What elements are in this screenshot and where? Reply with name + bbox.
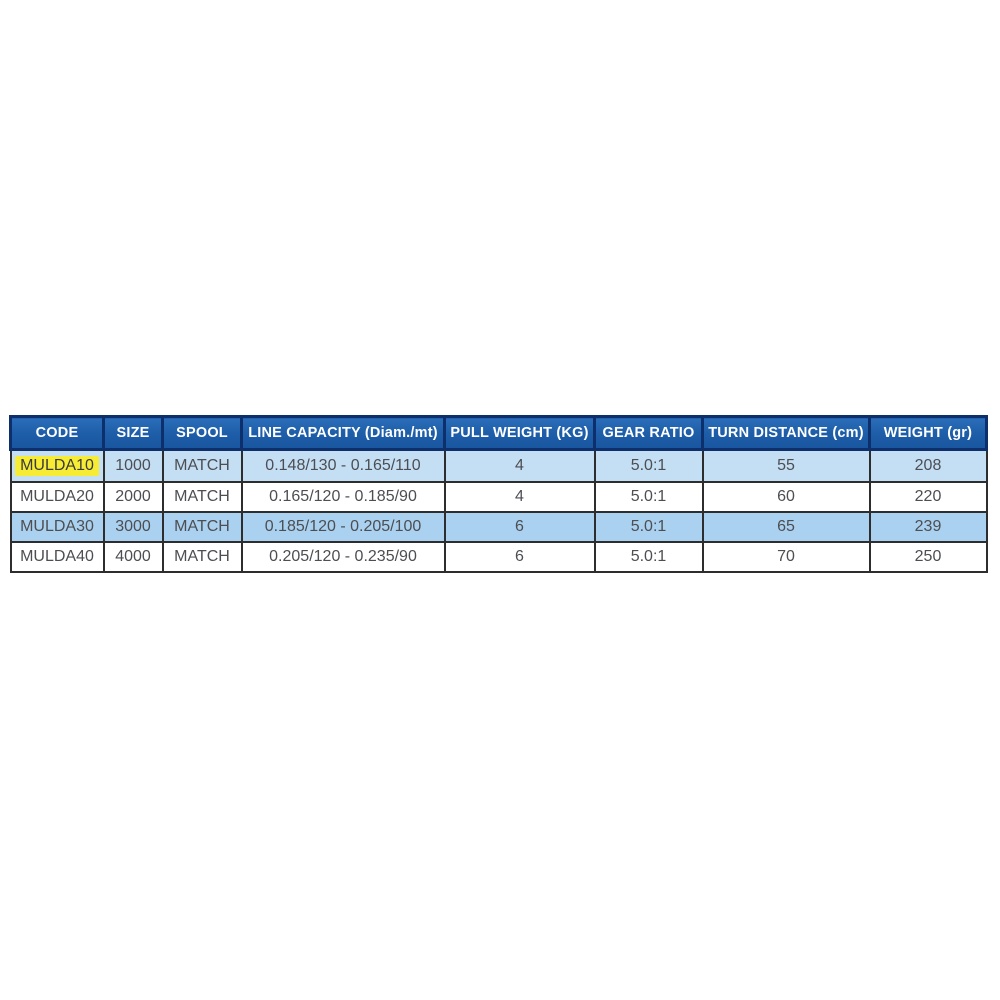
product-specs-table-container: CODE SIZE SPOOL LINE CAPACITY (Diam./mt)… bbox=[9, 415, 988, 573]
column-header-turn-distance: TURN DISTANCE (cm) bbox=[701, 415, 871, 451]
cell-spool: MATCH bbox=[161, 481, 243, 513]
cell-size: 1000 bbox=[102, 448, 164, 483]
cell-weight: 220 bbox=[868, 481, 988, 513]
cell-line-capacity: 0.148/130 - 0.165/110 bbox=[240, 448, 446, 483]
cell-turn-distance: 65 bbox=[701, 511, 871, 543]
cell-line-capacity: 0.185/120 - 0.205/100 bbox=[240, 511, 446, 543]
cell-code: MULDA10 bbox=[9, 448, 105, 483]
table-row: MULDA10 1000 MATCH 0.148/130 - 0.165/110… bbox=[9, 448, 988, 483]
cell-pull-weight: 4 bbox=[443, 481, 596, 513]
cell-line-capacity: 0.205/120 - 0.235/90 bbox=[240, 541, 446, 573]
cell-size: 4000 bbox=[102, 541, 164, 573]
column-header-line-capacity: LINE CAPACITY (Diam./mt) bbox=[240, 415, 446, 451]
cell-spool: MATCH bbox=[161, 511, 243, 543]
table-row: MULDA30 3000 MATCH 0.185/120 - 0.205/100… bbox=[9, 511, 988, 543]
table-row: MULDA20 2000 MATCH 0.165/120 - 0.185/90 … bbox=[9, 481, 988, 513]
header-row: CODE SIZE SPOOL LINE CAPACITY (Diam./mt)… bbox=[9, 415, 988, 451]
cell-turn-distance: 55 bbox=[701, 448, 871, 483]
cell-gear-ratio: 5.0:1 bbox=[593, 541, 704, 573]
cell-spool: MATCH bbox=[161, 448, 243, 483]
column-header-weight: WEIGHT (gr) bbox=[868, 415, 988, 451]
cell-weight: 250 bbox=[868, 541, 988, 573]
cell-pull-weight: 6 bbox=[443, 511, 596, 543]
cell-pull-weight: 4 bbox=[443, 448, 596, 483]
cell-gear-ratio: 5.0:1 bbox=[593, 481, 704, 513]
cell-pull-weight: 6 bbox=[443, 541, 596, 573]
cell-spool: MATCH bbox=[161, 541, 243, 573]
cell-turn-distance: 70 bbox=[701, 541, 871, 573]
cell-size: 2000 bbox=[102, 481, 164, 513]
cell-code: MULDA40 bbox=[9, 541, 105, 573]
cell-code: MULDA30 bbox=[9, 511, 105, 543]
product-specs-table: CODE SIZE SPOOL LINE CAPACITY (Diam./mt)… bbox=[9, 415, 988, 573]
column-header-code: CODE bbox=[9, 415, 105, 451]
column-header-spool: SPOOL bbox=[161, 415, 243, 451]
cell-turn-distance: 60 bbox=[701, 481, 871, 513]
cell-weight: 208 bbox=[868, 448, 988, 483]
column-header-size: SIZE bbox=[102, 415, 164, 451]
cell-gear-ratio: 5.0:1 bbox=[593, 448, 704, 483]
cell-weight: 239 bbox=[868, 511, 988, 543]
highlighted-code: MULDA10 bbox=[15, 456, 99, 476]
cell-size: 3000 bbox=[102, 511, 164, 543]
column-header-gear-ratio: GEAR RATIO bbox=[593, 415, 704, 451]
table-row: MULDA40 4000 MATCH 0.205/120 - 0.235/90 … bbox=[9, 541, 988, 573]
cell-code: MULDA20 bbox=[9, 481, 105, 513]
cell-line-capacity: 0.165/120 - 0.185/90 bbox=[240, 481, 446, 513]
column-header-pull-weight: PULL WEIGHT (KG) bbox=[443, 415, 596, 451]
cell-gear-ratio: 5.0:1 bbox=[593, 511, 704, 543]
